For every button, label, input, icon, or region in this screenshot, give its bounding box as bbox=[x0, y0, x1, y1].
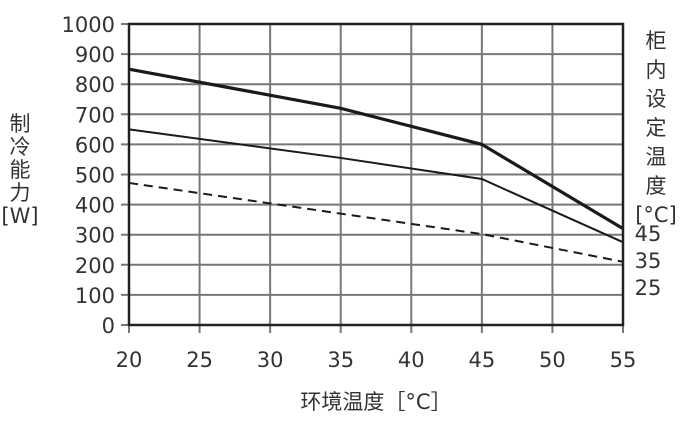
right-axis-label-char: 设 bbox=[646, 87, 667, 111]
y-tick-label: 600 bbox=[75, 133, 115, 157]
series-label: 25 bbox=[635, 276, 662, 300]
x-axis-label: 环境温度［°C］ bbox=[300, 390, 451, 414]
series-lines bbox=[128, 67, 624, 263]
right-axis-label-char: 柜 bbox=[646, 29, 667, 53]
x-tick-label: 25 bbox=[186, 348, 213, 372]
x-axis-ticks: 20 25 30 35 40 45 50 55 bbox=[116, 348, 637, 372]
series-line-45 bbox=[128, 67, 624, 231]
x-tick-label: 20 bbox=[116, 348, 143, 372]
series-label: 45 bbox=[635, 222, 662, 246]
y-tick-label: 100 bbox=[75, 284, 115, 308]
y-tick-label: 300 bbox=[75, 224, 115, 248]
x-tick-label: 50 bbox=[539, 348, 566, 372]
right-axis-label-char: 度 bbox=[646, 174, 667, 198]
y-axis-label-char: 力 bbox=[10, 181, 31, 205]
series-labels: 45 35 25 bbox=[635, 222, 662, 300]
y-axis-label-char: 冷 bbox=[10, 135, 31, 159]
series-line-35 bbox=[128, 128, 624, 244]
y-tick-label: 0 bbox=[102, 314, 115, 338]
x-tick-label: 30 bbox=[257, 348, 284, 372]
grid bbox=[121, 23, 624, 333]
y-axis-label-char: 制 bbox=[10, 112, 31, 136]
y-axis-ticks: 0 100 200 300 400 500 600 700 800 900 1000 bbox=[62, 13, 115, 338]
x-tick-label: 35 bbox=[327, 348, 354, 372]
y-tick-label: 200 bbox=[75, 254, 115, 278]
series-line-25 bbox=[128, 181, 624, 263]
y-axis-label-char: 能 bbox=[10, 158, 31, 182]
y-tick-label: 1000 bbox=[62, 13, 115, 37]
series-label: 35 bbox=[635, 249, 662, 273]
plot-frame bbox=[127, 22, 625, 327]
y-tick-label: 500 bbox=[75, 164, 115, 188]
x-tick-label: 55 bbox=[610, 348, 637, 372]
x-tick-label: 45 bbox=[468, 348, 495, 372]
y-tick-label: 700 bbox=[75, 103, 115, 127]
y-tick-label: 800 bbox=[75, 73, 115, 97]
y-tick-label: 900 bbox=[75, 43, 115, 67]
right-axis-label-char: 定 bbox=[646, 116, 667, 140]
y-axis-label-char: [W] bbox=[1, 204, 38, 228]
right-axis-label-char: 温 bbox=[646, 145, 667, 169]
x-tick-label: 40 bbox=[398, 348, 425, 372]
right-axis-label-char: 内 bbox=[646, 58, 667, 82]
right-axis-label-char: [°C] bbox=[635, 203, 677, 227]
y-tick-label: 400 bbox=[75, 194, 115, 218]
